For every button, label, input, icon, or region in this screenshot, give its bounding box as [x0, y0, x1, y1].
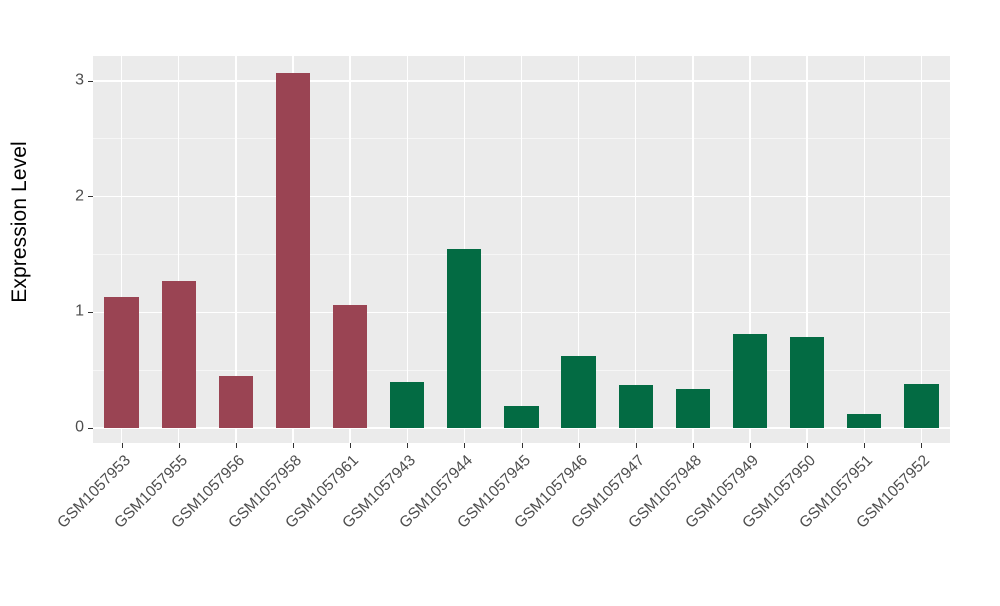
x-axis-tick-mark	[121, 443, 123, 448]
gridline-major-vertical	[920, 56, 923, 443]
bar[interactable]	[161, 281, 196, 428]
bar[interactable]	[504, 406, 539, 428]
bar[interactable]	[332, 305, 368, 428]
x-axis-tick-mark	[921, 443, 923, 448]
gridline-major-vertical	[692, 56, 694, 443]
gridline-major-vertical	[863, 56, 865, 443]
bar[interactable]	[218, 375, 253, 428]
gridline-major-vertical	[806, 56, 808, 443]
y-axis-title-label: Expression Level	[8, 140, 31, 303]
x-axis-tick-mark	[635, 443, 637, 448]
bar[interactable]	[847, 414, 882, 428]
y-axis-tick-mark	[88, 311, 93, 313]
bar[interactable]	[390, 381, 425, 428]
bar[interactable]	[618, 385, 653, 428]
gridline-major-vertical	[178, 56, 180, 443]
bar[interactable]	[447, 248, 482, 428]
y-axis-tick-label: 3	[75, 71, 84, 89]
gridline-major-vertical	[406, 56, 408, 443]
y-axis-tick-label: 2	[75, 187, 84, 205]
x-axis: GSM1057953 GSM1057955 GSM1057956 GSM1057958…	[54, 443, 950, 580]
bar[interactable]	[732, 334, 768, 428]
x-axis-tick-mark	[292, 443, 294, 448]
x-axis-tick-mark	[464, 443, 466, 448]
x-axis-tick-mark	[750, 443, 752, 448]
gridline-major-vertical	[749, 56, 751, 443]
x-axis-tick-mark	[178, 443, 180, 448]
gridline-major-vertical	[635, 56, 637, 443]
y-axis-tick-mark	[88, 196, 93, 198]
y-axis-title: Expression Level	[0, 0, 40, 443]
plot-panel	[93, 56, 950, 443]
x-axis-tick-mark	[578, 443, 580, 448]
bar[interactable]	[561, 356, 596, 428]
gridline-major-vertical	[120, 56, 123, 443]
y-axis: 0 1 2 3	[40, 56, 93, 443]
gridline-major-vertical	[520, 56, 523, 443]
y-axis-tick-label: 1	[75, 302, 84, 320]
gridline-major-vertical	[349, 56, 351, 443]
x-axis-tick-mark	[807, 443, 809, 448]
x-axis-tick-mark	[350, 443, 352, 448]
gridline-major-vertical	[577, 56, 580, 443]
bar[interactable]	[104, 297, 139, 428]
bar-chart: Expression Level 0 1 2 3 GSM1057953 GSM10579…	[0, 0, 950, 580]
x-axis-tick-mark	[235, 443, 237, 448]
y-axis-tick-mark	[88, 80, 93, 82]
x-axis-tick-mark	[521, 443, 523, 448]
bar[interactable]	[675, 388, 711, 428]
y-axis-tick-mark	[88, 427, 93, 429]
x-axis-tick-mark	[407, 443, 409, 448]
y-axis-tick-label: 0	[75, 418, 84, 436]
x-axis-tick-mark	[864, 443, 866, 448]
bar[interactable]	[275, 72, 311, 428]
x-axis-tick-mark	[692, 443, 694, 448]
bar[interactable]	[904, 384, 939, 428]
bar[interactable]	[790, 336, 825, 428]
gridline-major-vertical	[235, 56, 237, 443]
